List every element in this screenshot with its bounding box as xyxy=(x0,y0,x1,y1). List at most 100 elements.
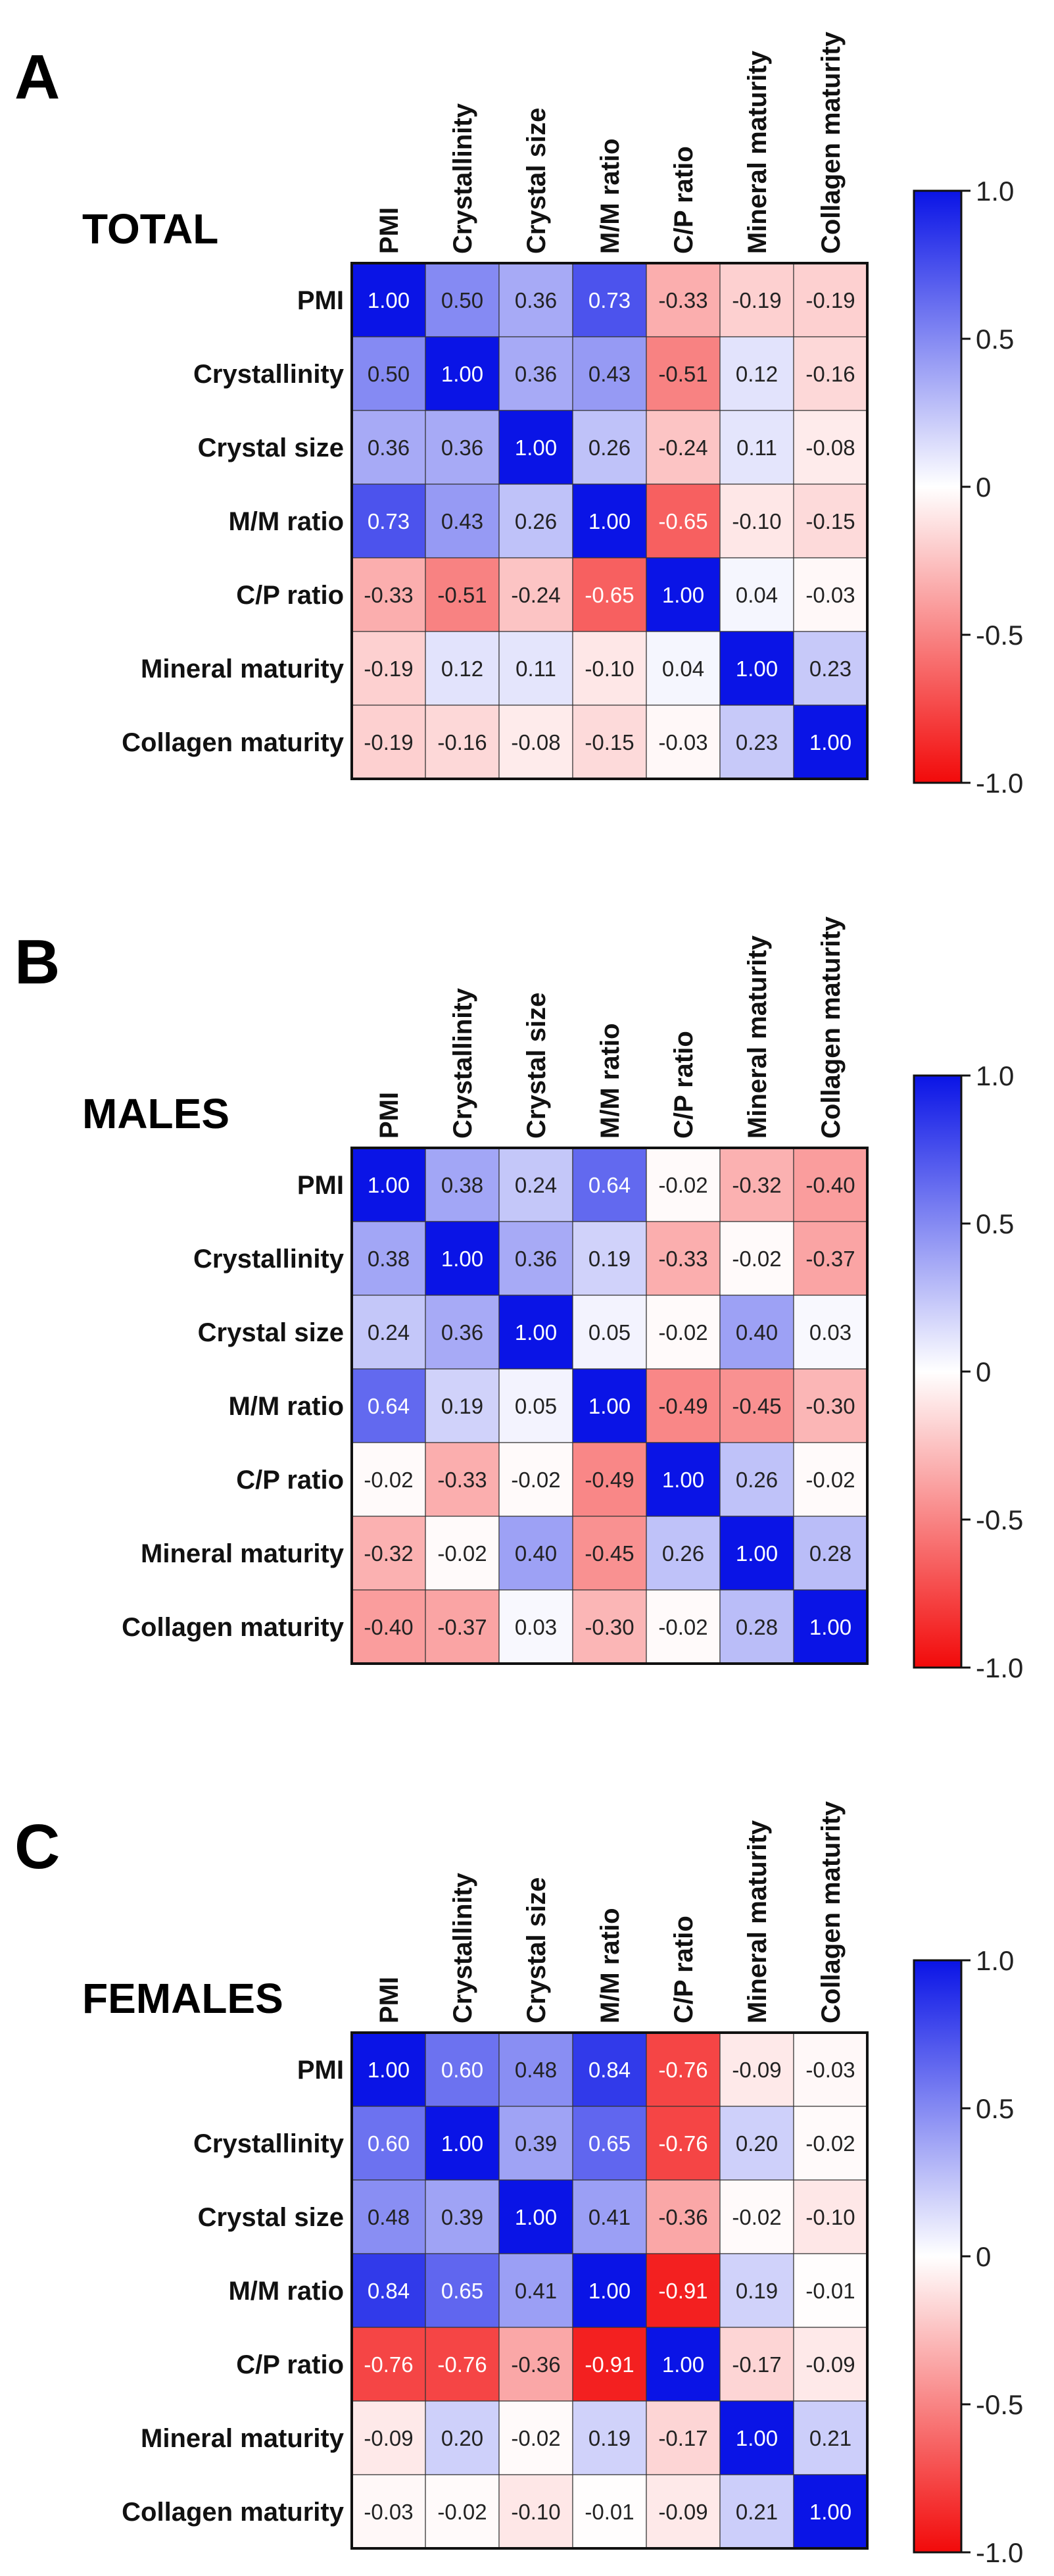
row-label-m-m-ratio: M/M ratio xyxy=(228,1392,344,1421)
heatmap-cell xyxy=(425,1221,500,1296)
row-label-crystal-size: Crystal size xyxy=(198,2203,344,2232)
colorbar-tick-label: 1.0 xyxy=(976,176,1014,207)
heatmap-cell-label: -0.37 xyxy=(437,1615,487,1639)
heatmap-cell xyxy=(498,2474,573,2549)
heatmap-cell-label: -0.03 xyxy=(805,583,855,607)
heatmap-cell-label: -0.01 xyxy=(585,2500,634,2524)
heatmap-cell xyxy=(351,631,426,706)
heatmap-cell-label: 0.19 xyxy=(441,1394,483,1418)
column-label-crystallinity: Crystallinity xyxy=(448,1872,477,2023)
heatmap-panel-b: B MALES PMI Crystallinity Crystal size M/M ra… xyxy=(14,916,1023,1683)
heatmap-cell-label: 0.21 xyxy=(736,2500,778,2524)
heatmap-cell xyxy=(498,2106,573,2181)
heatmap-cell-label: 0.23 xyxy=(736,730,778,755)
row-label-mineral-maturity: Mineral maturity xyxy=(141,2424,345,2453)
heatmap-cell-label: 1.00 xyxy=(368,288,410,312)
heatmap-panel-c: C FEMALES PMI Crystallinity Crystal size M/M … xyxy=(14,1800,1023,2568)
heatmap-cell xyxy=(719,410,794,485)
heatmap-cell xyxy=(572,1295,647,1370)
heatmap-cell xyxy=(572,2179,647,2254)
heatmap-cell xyxy=(351,1442,426,1517)
heatmap-cell xyxy=(351,2179,426,2254)
heatmap-cell xyxy=(793,2474,868,2549)
column-label-mineral-maturity: Mineral maturity xyxy=(743,50,772,254)
heatmap-cell-label: 1.00 xyxy=(662,1468,704,1492)
heatmap-cell xyxy=(572,483,647,558)
heatmap-cell-label: -0.10 xyxy=(805,2205,855,2229)
heatmap-cell-label: -0.36 xyxy=(511,2352,560,2377)
heatmap-cell xyxy=(498,557,573,632)
heatmap-cell-label: 1.00 xyxy=(662,583,704,607)
colorbar-tick-label: -0.5 xyxy=(976,1504,1023,1535)
heatmap-cell xyxy=(351,2474,426,2549)
row-label-mineral-maturity: Mineral maturity xyxy=(141,1539,345,1568)
heatmap-cell xyxy=(793,410,868,485)
heatmap-cell xyxy=(498,1221,573,1296)
heatmap-cell xyxy=(646,336,721,411)
heatmap-cell-label: 0.04 xyxy=(736,583,778,607)
heatmap-cell-label: -0.51 xyxy=(658,362,707,386)
heatmap-cell xyxy=(572,262,647,337)
heatmap-cell-label: 0.36 xyxy=(515,1247,557,1271)
heatmap-cell xyxy=(646,2327,721,2402)
heatmap-cell xyxy=(498,1147,573,1222)
heatmap-cell-label: 0.04 xyxy=(662,656,704,681)
row-label-crystallinity: Crystallinity xyxy=(193,360,345,389)
heatmap-cell xyxy=(572,2106,647,2181)
heatmap-panel-a: A TOTAL PMI Crystallinity Crystal size M/M ra… xyxy=(14,31,1023,799)
column-label-crystal-size: Crystal size xyxy=(522,993,551,1139)
heatmap-grid-border xyxy=(350,262,869,780)
column-label-crystallinity: Crystallinity xyxy=(448,103,477,254)
heatmap-cell-label: -0.17 xyxy=(658,2426,707,2450)
heatmap-cell xyxy=(719,2179,794,2254)
heatmap-cell xyxy=(793,631,868,706)
heatmap-cell-label: 0.84 xyxy=(588,2058,631,2082)
heatmap-cell xyxy=(572,2474,647,2549)
heatmap-cell xyxy=(351,2253,426,2328)
column-label-collagen-maturity: Collagen maturity xyxy=(817,916,846,1139)
heatmap-cell-label: 0.19 xyxy=(588,1247,631,1271)
heatmap-cell-label: -0.49 xyxy=(585,1468,634,1492)
heatmap-cell-label: 0.21 xyxy=(809,2426,851,2450)
heatmap-cell-label: 0.28 xyxy=(736,1615,778,1639)
heatmap-cell xyxy=(351,705,426,780)
heatmap-cell xyxy=(498,2253,573,2328)
heatmap-cell xyxy=(572,1516,647,1591)
colorbar-gradient xyxy=(914,191,961,783)
heatmap-cell xyxy=(425,2253,500,2328)
heatmap-cell-label: 0.60 xyxy=(368,2131,410,2156)
heatmap-cell-label: -0.76 xyxy=(658,2131,707,2156)
heatmap-cell-label: -0.30 xyxy=(805,1394,855,1418)
heatmap-cell-label: 1.00 xyxy=(736,1541,778,1566)
heatmap-cell-label: 0.36 xyxy=(441,435,483,460)
column-label-c-p-ratio: C/P ratio xyxy=(669,1916,698,2023)
heatmap-cell xyxy=(646,1368,721,1443)
colorbar-tick-label: -0.5 xyxy=(976,620,1023,651)
heatmap-cell-label: 0.50 xyxy=(441,288,483,312)
heatmap-cell-label: 0.36 xyxy=(368,435,410,460)
heatmap-cell xyxy=(572,2327,647,2402)
heatmap-cell-label: 0.40 xyxy=(515,1541,557,1566)
heatmap-cell-label: 0.41 xyxy=(588,2205,631,2229)
heatmap-cell xyxy=(572,1442,647,1517)
heatmap-cell xyxy=(646,2474,721,2549)
heatmap-cell xyxy=(646,1147,721,1222)
heatmap-cell-label: 0.73 xyxy=(588,288,631,312)
heatmap-cell-label: 0.48 xyxy=(368,2205,410,2229)
heatmap-cell-label: -0.45 xyxy=(585,1541,634,1566)
heatmap-cell xyxy=(425,262,500,337)
heatmap-cell xyxy=(351,2400,426,2475)
heatmap-cell xyxy=(425,2032,500,2107)
heatmap-cell-label: -0.19 xyxy=(364,730,413,755)
heatmap-cell xyxy=(719,2400,794,2475)
heatmap-cell-label: -0.65 xyxy=(658,509,707,533)
heatmap-cell xyxy=(719,1516,794,1591)
heatmap-cell-label: -0.02 xyxy=(732,2205,781,2229)
heatmap-cell xyxy=(572,410,647,485)
heatmap-cell xyxy=(793,483,868,558)
heatmap-cell-label: 0.26 xyxy=(515,509,557,533)
heatmap-cell xyxy=(719,1295,794,1370)
heatmap-cell-label: 1.00 xyxy=(441,1247,483,1271)
heatmap-cell xyxy=(793,557,868,632)
heatmap-cell xyxy=(498,336,573,411)
